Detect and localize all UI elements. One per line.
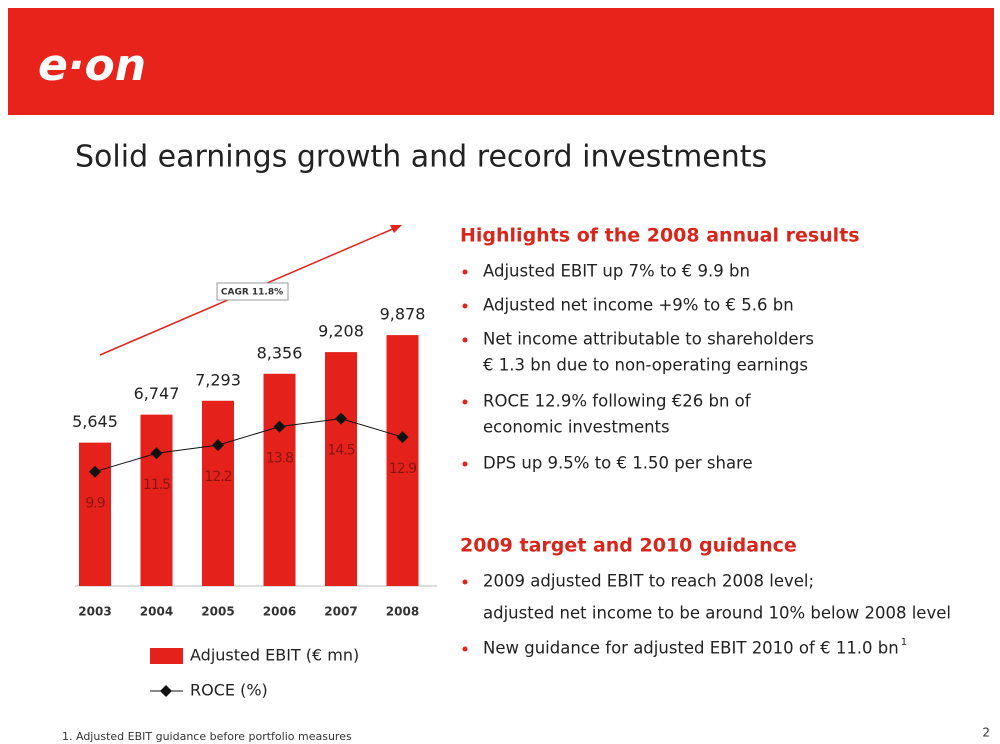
bar — [263, 373, 296, 586]
section-heading: 2009 target and 2010 guidance — [460, 535, 797, 557]
bar-value-label: 7,293 — [195, 370, 241, 389]
roce-value-label: 12.2 — [204, 469, 231, 485]
roce-marker — [273, 420, 286, 433]
bullet — [462, 269, 468, 275]
bar — [79, 442, 111, 586]
bullet — [462, 579, 468, 585]
bullet — [462, 646, 468, 652]
bullet — [462, 303, 468, 309]
bullet-text: Adjusted EBIT up 7% to € 9.9 bn — [483, 262, 750, 281]
bar-value-label: 9,878 — [380, 305, 426, 324]
bar — [202, 400, 234, 586]
bullet-text: ROCE 12.9% following €26 bn of — [483, 392, 752, 411]
roce-value-label: 12.9 — [389, 461, 416, 477]
bullet-text: Net income attributable to shareholders — [483, 330, 814, 349]
roce-marker — [396, 431, 409, 444]
roce-value-label: 11.5 — [143, 477, 170, 493]
bullet — [462, 461, 468, 467]
roce-value-label: 9.9 — [85, 496, 104, 512]
roce-line — [94, 418, 403, 473]
legend-label: ROCE (%) — [190, 681, 268, 700]
x-tick-label: 2004 — [140, 605, 173, 619]
bullet-text: DPS up 9.5% to € 1.50 per share — [483, 454, 753, 473]
bullet — [462, 399, 468, 405]
cagr-box — [216, 282, 289, 301]
legend-swatch — [150, 648, 183, 664]
roce-marker — [150, 447, 163, 460]
x-tick-label: 2006 — [263, 605, 296, 619]
logo: e·on — [38, 40, 146, 91]
roce-value-label: 13.8 — [266, 451, 293, 467]
bar-value-label: 9,208 — [318, 322, 364, 341]
bar-value-label: 6,747 — [134, 384, 180, 403]
footnote: 1. Adjusted EBIT guidance before portfol… — [62, 730, 352, 743]
bullet-text: adjusted net income to be around 10% bel… — [483, 604, 951, 623]
x-tick-label: 2008 — [386, 605, 419, 619]
x-tick-label: 2003 — [78, 605, 111, 619]
arrow-head — [390, 225, 402, 233]
bullet-text: economic investments — [483, 418, 670, 437]
page-number: 2 — [982, 726, 990, 740]
header-band — [8, 8, 994, 115]
cagr-label: CAGR 11.8% — [221, 288, 283, 298]
roce-marker — [212, 439, 224, 452]
legend-marker — [160, 685, 172, 697]
bullet-text: € 1.3 bn due to non-operating earnings — [483, 356, 808, 375]
roce-marker — [335, 412, 347, 425]
roce-value-label: 14.5 — [327, 443, 354, 459]
slide-title: Solid earnings growth and record investm… — [75, 140, 767, 175]
bullet-text: New guidance for adjusted EBIT 2010 of €… — [483, 639, 899, 658]
bullet — [462, 337, 468, 343]
bar-value-label: 5,645 — [72, 412, 118, 431]
bar — [325, 352, 357, 586]
bullet-text: 2009 adjusted EBIT to reach 2008 level; — [483, 572, 814, 591]
bullet-text: Adjusted net income +9% to € 5.6 bn — [483, 296, 794, 315]
bar — [386, 335, 419, 586]
x-tick-label: 2007 — [324, 605, 357, 619]
bar — [140, 414, 173, 586]
x-tick-label: 2005 — [201, 605, 234, 619]
bar-value-label: 8,356 — [257, 343, 303, 362]
section-heading: Highlights of the 2008 annual results — [460, 225, 860, 247]
legend-label: Adjusted EBIT (€ mn) — [190, 646, 359, 665]
roce-marker — [89, 465, 101, 478]
footnote-mark: 1 — [901, 637, 907, 648]
